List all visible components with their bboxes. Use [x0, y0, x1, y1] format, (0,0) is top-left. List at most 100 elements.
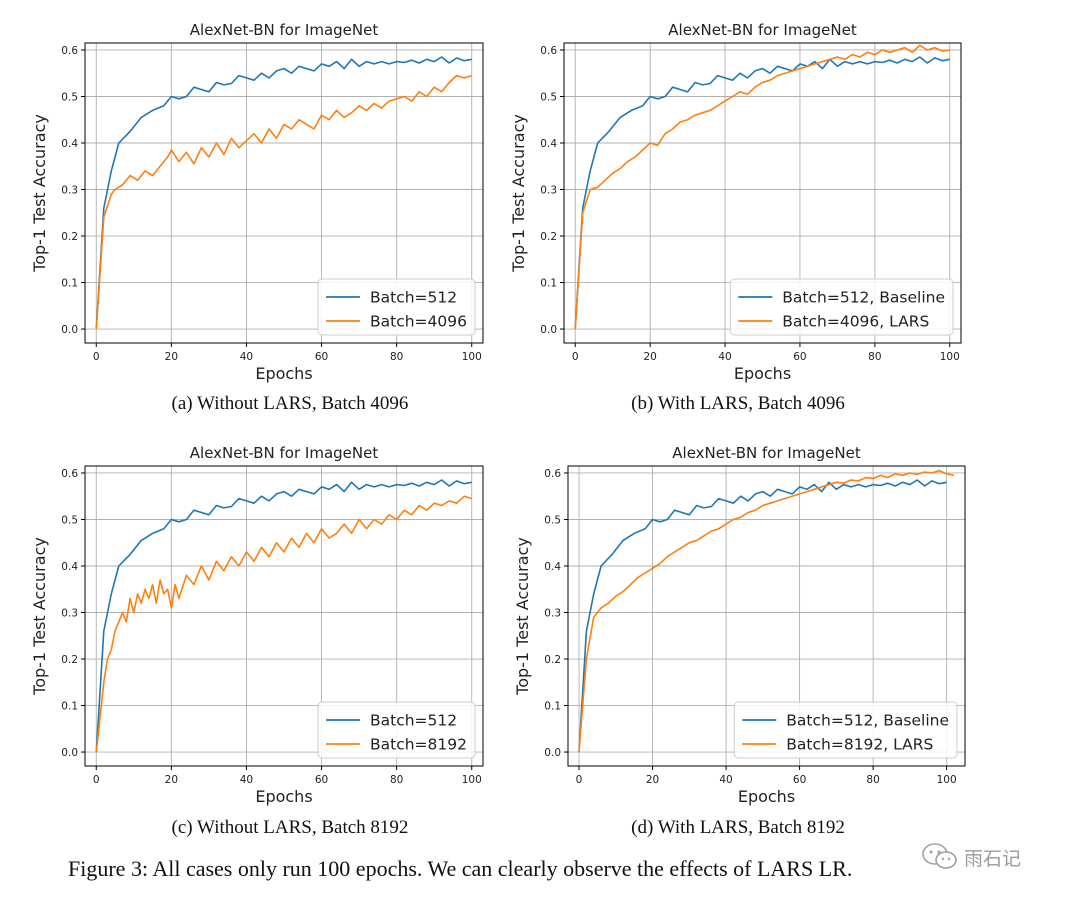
x-axis-label: Epochs: [738, 787, 795, 806]
legend: Batch=512 Batch=4096: [317, 278, 476, 336]
series-line-1: [578, 479, 947, 753]
figure-caption: Figure 3: All cases only run 100 epochs.…: [68, 856, 853, 881]
x-tick-label: 40: [718, 351, 731, 363]
x-tick-label: 0: [572, 351, 579, 363]
x-tick-label: 100: [940, 351, 960, 363]
x-axis-label: Epochs: [255, 364, 312, 383]
y-tick-label: 0.6: [544, 468, 561, 480]
x-tick-label: 40: [719, 774, 732, 786]
chart-title: AlexNet-BN for ImageNet: [190, 444, 379, 462]
plot-frame: [563, 42, 962, 344]
chart-title: AlexNet-BN for ImageNet: [672, 444, 861, 462]
x-tick-label: 0: [93, 774, 100, 786]
y-axis-label: Top-1 Test Accuracy: [30, 537, 49, 696]
y-tick-label: 0.6: [61, 468, 78, 480]
series-line-1: [574, 56, 950, 330]
y-tick-label: 0.5: [61, 91, 78, 103]
y-tick-label: 0.4: [61, 138, 78, 150]
watermark: 雨石记: [920, 842, 1021, 872]
chart-panel-a: 0 20 40 60 80 100 0.0 0.1 0.2 0.3 0.4 0.5 0.6 AlexNet…: [30, 21, 484, 383]
x-tick-label: 100: [462, 774, 482, 786]
series-line-1: [95, 479, 472, 753]
x-tick-label: 80: [866, 774, 879, 786]
x-tick-label: 60: [793, 774, 806, 786]
series-line-1: [95, 56, 472, 330]
y-tick-label: 0.0: [61, 747, 78, 759]
x-tick-label: 60: [793, 351, 806, 363]
legend: Batch=512, Baseline Batch=8192, LARS: [733, 701, 958, 759]
x-tick-label: 100: [462, 351, 482, 363]
plot-frame: [567, 465, 966, 767]
x-tick-label: 80: [868, 351, 881, 363]
legend-label: Batch=8192, LARS: [786, 736, 933, 754]
x-axis-label: Epochs: [734, 364, 791, 383]
x-tick-label: 0: [93, 351, 100, 363]
x-tick-label: 40: [240, 774, 253, 786]
legend-box: [729, 278, 954, 336]
y-tick-label: 0.2: [61, 231, 78, 243]
legend-box: [733, 701, 958, 759]
y-tick-label: 0.5: [544, 514, 561, 526]
x-tick-label: 60: [315, 774, 328, 786]
y-tick-label: 0.5: [540, 91, 557, 103]
panel-caption-c: (c) Without LARS, Batch 8192: [171, 817, 409, 838]
y-tick-label: 0.0: [544, 747, 561, 759]
legend-label: Batch=4096, LARS: [782, 313, 929, 331]
series-line-2: [95, 495, 472, 753]
legend-label: Batch=4096: [370, 313, 467, 331]
y-tick-label: 0.0: [61, 324, 78, 336]
legend: Batch=512, Baseline Batch=4096, LARS: [729, 278, 954, 336]
x-tick-label: 60: [315, 351, 328, 363]
x-tick-label: 100: [937, 774, 957, 786]
y-tick-label: 0.2: [544, 654, 561, 666]
legend: Batch=512 Batch=8192: [317, 701, 476, 759]
y-tick-label: 0.6: [61, 45, 78, 57]
y-tick-label: 0.2: [61, 654, 78, 666]
plot-frame: [84, 42, 484, 344]
y-tick-label: 0.2: [540, 231, 557, 243]
watermark-text: 雨石记: [964, 847, 1022, 870]
y-tick-label: 0.4: [61, 561, 78, 573]
y-tick-label: 0.5: [61, 514, 78, 526]
y-tick-label: 0.4: [540, 138, 557, 150]
legend-label: Batch=512: [370, 712, 457, 730]
y-axis-label: Top-1 Test Accuracy: [509, 114, 528, 273]
panel-caption-d: (d) With LARS, Batch 8192: [631, 817, 845, 838]
y-tick-label: 0.1: [61, 278, 78, 290]
chart-panel-c: 0 20 40 60 80 100 0.0 0.1 0.2 0.3 0.4 0.5 0.6 AlexNet…: [30, 444, 484, 806]
y-tick-label: 0.0: [540, 324, 557, 336]
x-tick-label: 20: [165, 351, 178, 363]
chart-title: AlexNet-BN for ImageNet: [668, 21, 857, 39]
legend-label: Batch=8192: [370, 736, 467, 754]
panel-caption-a: (a) Without LARS, Batch 4096: [171, 393, 409, 414]
y-tick-label: 0.6: [540, 45, 557, 57]
x-tick-label: 0: [576, 774, 583, 786]
y-tick-label: 0.4: [544, 561, 561, 573]
y-tick-label: 0.1: [61, 701, 78, 713]
y-tick-label: 0.3: [544, 608, 561, 620]
legend-label: Batch=512, Baseline: [782, 289, 945, 307]
wechat-icon: [922, 843, 957, 869]
y-axis-label: Top-1 Test Accuracy: [30, 114, 49, 273]
chart-title: AlexNet-BN for ImageNet: [190, 21, 379, 39]
chart-panel-d: 0 20 40 60 80 100 0.0 0.1 0.2 0.3 0.4 0.5 0.6 AlexNet…: [513, 444, 966, 806]
y-tick-label: 0.3: [61, 185, 78, 197]
x-tick-label: 80: [390, 774, 403, 786]
y-tick-label: 0.1: [544, 701, 561, 713]
x-tick-label: 40: [240, 351, 253, 363]
x-tick-label: 80: [390, 351, 403, 363]
chart-panel-b: 0 20 40 60 80 100 0.0 0.1 0.2 0.3 0.4 0.5 0.6 AlexNet…: [509, 21, 962, 383]
series-line-2: [574, 44, 950, 330]
x-axis-label: Epochs: [255, 787, 312, 806]
series-line-2: [95, 74, 472, 330]
series-line-2: [578, 469, 955, 753]
y-tick-label: 0.1: [540, 278, 557, 290]
panel-caption-b: (b) With LARS, Batch 4096: [631, 393, 845, 414]
plot-frame: [84, 465, 484, 767]
y-tick-label: 0.3: [540, 185, 557, 197]
y-tick-label: 0.3: [61, 608, 78, 620]
x-tick-label: 20: [646, 774, 659, 786]
x-tick-label: 20: [165, 774, 178, 786]
legend-label: Batch=512: [370, 289, 457, 307]
